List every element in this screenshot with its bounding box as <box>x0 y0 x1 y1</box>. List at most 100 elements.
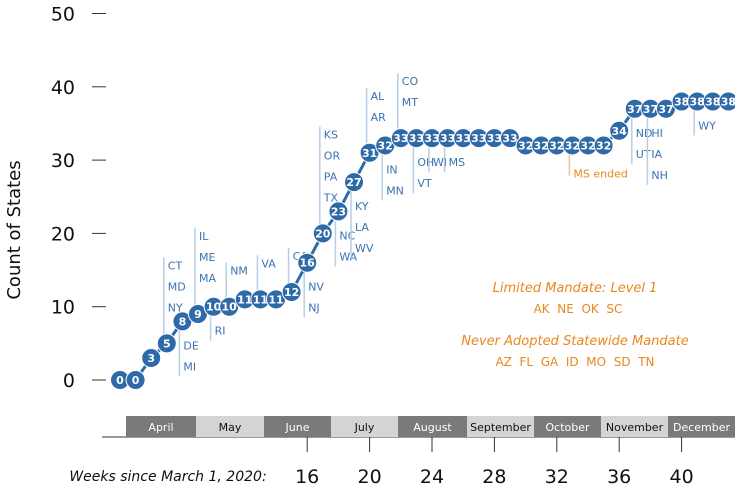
data-label: 0 <box>116 374 124 387</box>
state-label: CO <box>402 75 419 88</box>
data-label: 33 <box>424 132 439 145</box>
data-label: 32 <box>534 139 549 152</box>
data-label: 32 <box>580 139 595 152</box>
never-adopted-title: Never Adopted Statewide Mandate <box>461 334 689 349</box>
data-label: 3 <box>147 352 155 365</box>
state-label: UT <box>636 148 651 161</box>
x-tick-label: 20 <box>358 466 382 488</box>
state-label: ND <box>636 127 653 140</box>
limited-mandate-states: AK NE OK SC <box>534 302 623 316</box>
state-label: AR <box>371 111 387 124</box>
state-label: MA <box>199 272 216 285</box>
data-label: 12 <box>284 286 299 299</box>
state-label: ME <box>199 251 215 264</box>
data-label: 10 <box>222 301 238 314</box>
state-label: IN <box>386 163 397 176</box>
state-label: VT <box>417 177 432 190</box>
state-label: WA <box>339 250 357 263</box>
month-label: June <box>285 421 310 434</box>
state-label: HI <box>651 127 663 140</box>
state-label: NV <box>308 281 324 294</box>
data-label: 10 <box>206 301 222 314</box>
data-label: 33 <box>409 132 424 145</box>
data-label: 11 <box>253 293 268 306</box>
data-label: 27 <box>346 176 361 189</box>
mandate-notes: Limited Mandate: Level 1 AK NE OK SC Nev… <box>461 281 689 369</box>
data-label: 31 <box>362 147 377 160</box>
state-label: IA <box>651 148 662 161</box>
month-label: August <box>413 421 452 434</box>
month-band <box>534 416 601 437</box>
state-label: KY <box>355 200 369 213</box>
data-label: 34 <box>612 125 628 138</box>
data-point <box>312 223 333 244</box>
data-point <box>718 91 735 112</box>
month-label: July <box>354 421 375 434</box>
x-tick-label: 16 <box>295 466 319 488</box>
data-point <box>609 120 630 141</box>
data-label: 38 <box>721 95 735 108</box>
month-band <box>331 416 398 437</box>
state-label: MN <box>386 184 404 197</box>
month-label: May <box>219 421 242 434</box>
data-label: 0 <box>132 374 140 387</box>
state-label: MT <box>402 96 418 109</box>
data-point <box>297 252 318 273</box>
state-label: NC <box>339 229 355 242</box>
state-label: WY <box>698 119 716 132</box>
data-label: 32 <box>565 139 580 152</box>
state-label: OR <box>324 149 341 162</box>
data-label: 5 <box>163 337 171 350</box>
data-label: 8 <box>179 315 187 328</box>
x-tick-label: 28 <box>482 466 506 488</box>
y-axis: 0 10 20 30 40 50 <box>51 4 106 392</box>
month-band <box>264 416 331 437</box>
data-label: 38 <box>705 95 720 108</box>
month-band <box>398 416 467 437</box>
state-label: KS <box>324 128 338 141</box>
data-label: 33 <box>393 132 408 145</box>
data-label: 11 <box>268 293 283 306</box>
x-axis-label: Weeks since March 1, 2020: <box>69 469 266 485</box>
state-label: NY <box>168 301 183 314</box>
month-label: April <box>148 421 173 434</box>
state-label: MD <box>168 280 186 293</box>
state-label: TX <box>323 191 339 204</box>
state-label: OH <box>417 156 434 169</box>
x-tick-label: 24 <box>420 466 444 488</box>
data-point <box>593 135 614 156</box>
data-label: 33 <box>456 132 471 145</box>
state-label: WV <box>355 242 374 255</box>
never-adopted-states: AZ FL GA ID MO SD TN <box>495 355 654 369</box>
x-tick-label: 40 <box>670 466 694 488</box>
data-point <box>125 370 146 390</box>
x-axis: 16 20 24 28 32 36 40 <box>295 437 694 488</box>
month-band <box>601 416 668 437</box>
month-band <box>668 416 735 437</box>
state-label: AL <box>371 90 386 103</box>
ms-ended-label: MS ended <box>573 167 627 180</box>
state-label: NH <box>651 169 668 182</box>
data-label: 38 <box>690 95 705 108</box>
x-tick-label: 32 <box>545 466 569 488</box>
month-label: September <box>470 421 531 434</box>
data-label: 33 <box>440 132 455 145</box>
data-label: 33 <box>502 132 517 145</box>
state-label: DE <box>183 339 198 352</box>
month-band <box>467 416 534 437</box>
x-tick-label: 36 <box>607 466 631 488</box>
month-timeline: April May June July August September October No… <box>102 416 735 438</box>
month-band <box>196 416 264 437</box>
month-band <box>126 416 196 437</box>
data-label: 38 <box>674 95 689 108</box>
data-label: 32 <box>596 139 611 152</box>
y-tick-label: 30 <box>51 150 75 172</box>
data-label: 23 <box>331 205 346 218</box>
state-label: IL <box>199 230 209 243</box>
data-label: 16 <box>300 257 316 270</box>
data-point <box>344 172 364 193</box>
state-label: NM <box>230 265 248 278</box>
state-label: MS <box>449 156 465 169</box>
y-tick-label: 40 <box>51 77 75 99</box>
